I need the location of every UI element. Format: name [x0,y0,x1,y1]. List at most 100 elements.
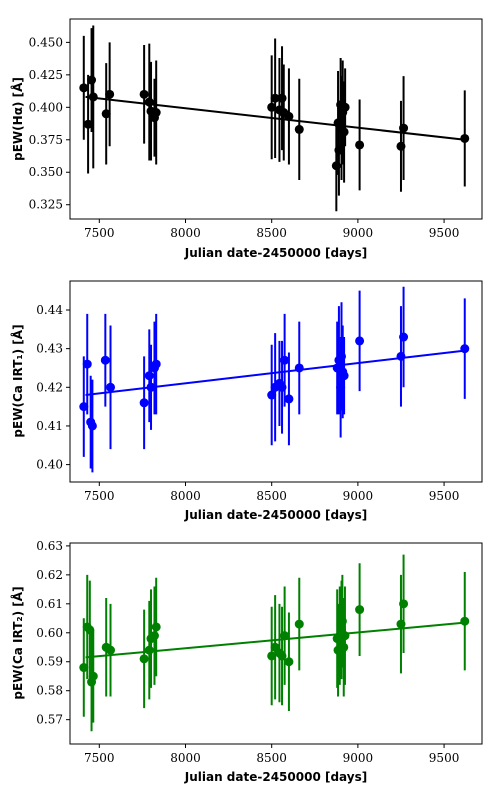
x-tick-label: 7500 [84,751,115,765]
data-point [144,371,154,381]
data-point [399,599,409,609]
data-point [139,89,149,99]
data-point [355,140,365,150]
data-point [280,355,290,365]
data-point [270,93,280,103]
data-point [83,119,93,129]
data-point [280,631,290,641]
data-point [82,359,92,369]
data-point [85,625,95,635]
data-point [151,108,161,118]
panel-halpha: 7500 8000 8500 9000 9500 0.325 0.350 0.375 0.400… [10,18,483,260]
y-tick-label: 0.40 [36,458,63,472]
data-point [340,631,350,641]
data-point [105,89,115,99]
data-point [284,111,294,121]
x-tick-label: 9000 [343,751,374,765]
data-point [334,145,344,155]
x-axis-label-ca-irt2: Julian date-2450000 [days] [184,770,367,784]
x-axis-label-halpha: Julian date-2450000 [days] [184,246,367,260]
data-point [336,382,346,392]
data-point [396,351,406,361]
x-tick-label: 8500 [256,751,287,765]
x-tick-label: 7500 [84,226,115,240]
y-tick-label: 0.63 [36,539,63,553]
data-point [149,631,159,641]
data-point [396,141,406,151]
data-point [277,93,287,103]
plot-area-ca-irt2: 7500 8000 8500 9000 9500 0.57 0.58 0.59 0.60 0.61… [36,539,470,765]
y-tick-label: 0.61 [36,597,63,611]
x-tick-label: 8000 [170,751,201,765]
data-point [79,402,89,412]
y-tick-label: 0.400 [29,100,63,114]
data-point [339,127,349,137]
y-tick-label: 0.375 [29,133,63,147]
y-tick-label: 0.450 [29,35,63,49]
data-point [144,97,154,107]
data-point [277,382,287,392]
data-point [399,332,409,342]
y-axis-label-halpha: pEW(Hα) [Å] [10,77,25,161]
data-point [267,102,277,112]
data-point [340,102,350,112]
data-point [355,336,365,346]
data-point [139,398,149,408]
x-tick-label: 8500 [256,226,287,240]
data-point [284,394,294,404]
panel-ca-irt2: 7500 8000 8500 9000 9500 0.57 0.58 0.59 0.60 0.61… [10,539,483,784]
data-point [106,382,116,392]
data-point [399,123,409,133]
y-tick-label: 0.42 [36,380,63,394]
data-point [337,616,347,626]
x-tick-label: 9500 [429,226,460,240]
y-tick-label: 0.425 [29,68,63,82]
data-point [339,642,349,652]
data-point [460,616,470,626]
data-point [106,645,116,655]
data-point [277,651,287,661]
data-point [88,92,98,102]
data-point [144,645,154,655]
y-tick-label: 0.43 [36,342,63,356]
plot-frame-ca-irt1 [69,280,483,483]
data-point [339,371,349,381]
y-tick-label: 0.350 [29,165,63,179]
data-point [88,671,98,681]
x-tick-label: 8000 [170,489,201,503]
panel-ca-irt1: 7500 8000 8500 9000 9500 0.40 0.41 0.42 0.43 0.44… [10,280,483,522]
data-point [101,109,111,119]
data-point [87,75,97,85]
data-point [460,344,470,354]
y-tick-label: 0.325 [29,198,63,212]
data-point [151,622,161,632]
plot-area-halpha: 7500 8000 8500 9000 9500 0.325 0.350 0.375 0.400… [29,25,470,240]
data-point [87,421,97,431]
y-tick-label: 0.57 [36,713,63,727]
data-point [139,654,149,664]
y-tick-label: 0.41 [36,419,63,433]
x-tick-label: 9000 [343,489,374,503]
data-point [294,363,304,373]
data-point [337,351,347,361]
x-tick-label: 8000 [170,226,201,240]
x-tick-label: 9500 [429,751,460,765]
y-axis-label-ca-irt1: pEW(Ca IRT₁) [Å] [10,324,25,437]
x-tick-label: 9500 [429,489,460,503]
data-point [460,133,470,143]
y-axis-label-ca-irt2: pEW(Ca IRT₂) [Å] [10,586,25,699]
data-point [331,161,341,171]
x-tick-label: 8500 [256,489,287,503]
plot-frame-ca-irt2 [69,542,483,745]
data-point [294,619,304,629]
x-axis-label-ca-irt1: Julian date-2450000 [days] [184,508,367,522]
data-point [355,605,365,615]
x-tick-label: 9000 [343,226,374,240]
x-tick-label: 7500 [84,489,115,503]
data-point [151,359,161,369]
y-tick-label: 0.44 [36,303,63,317]
data-point [79,663,89,673]
y-tick-label: 0.60 [36,626,63,640]
y-tick-label: 0.58 [36,684,63,698]
